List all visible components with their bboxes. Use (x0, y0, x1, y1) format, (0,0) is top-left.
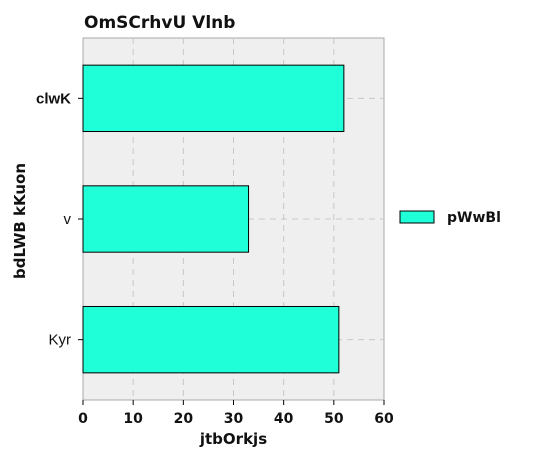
y-tick-label: Kyr (49, 332, 72, 349)
y-tick-label: clwK (36, 90, 71, 107)
bar-Kyr (82, 305, 340, 374)
y-axis-ticks: clwK v Kyr (36, 90, 83, 349)
x-tick-label: 10 (123, 411, 143, 427)
x-axis-ticks: 0 10 20 30 40 50 60 (78, 400, 394, 427)
x-tick-label: 0 (78, 411, 88, 427)
x-axis-label: jtbOrkjs (199, 430, 267, 448)
x-tick-label: 50 (324, 411, 344, 427)
legend: pWwBl (399, 210, 501, 226)
y-tick-label: v (64, 211, 72, 228)
x-tick-label: 60 (374, 411, 394, 427)
y-axis-label: bdLWB kKuon (11, 163, 29, 279)
bar-clwK (82, 64, 345, 133)
legend-label: pWwBl (447, 210, 501, 226)
bar-v (82, 185, 250, 253)
legend-swatch (399, 210, 435, 224)
x-tick-label: 40 (274, 411, 294, 427)
x-tick-label: 30 (224, 411, 244, 427)
x-tick-label: 20 (174, 411, 194, 427)
chart-title: OmSCrhvU Vlnb (84, 13, 235, 33)
